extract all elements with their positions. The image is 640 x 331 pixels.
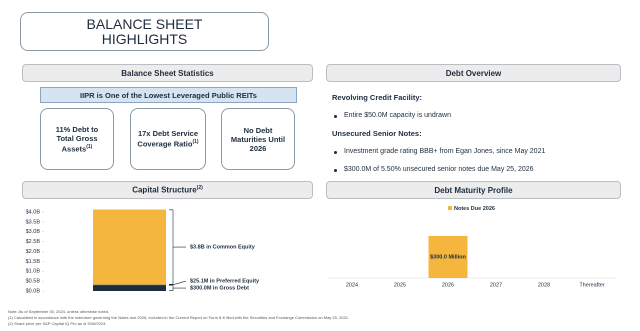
y-tick-label: $1.5B [26, 259, 41, 265]
stat-box: 11% Debt to Total Gross Assets(1) [40, 108, 114, 170]
bullet: Entire $50.0M capacity is undrawn [332, 112, 622, 119]
legend-label: Notes Due 2026 [454, 206, 495, 212]
stat-text: 11% Debt to Total Gross Assets [55, 124, 99, 154]
bracket [169, 280, 187, 286]
title-line: HIGHLIGHTS [101, 30, 188, 47]
chart-heading: Debt Maturity Profile [326, 181, 621, 199]
y-tick-label: $3.0B [26, 229, 41, 235]
y-tick-label: $2.0B [26, 249, 41, 255]
y-tick-label: $4.0B [26, 209, 41, 215]
footnote: Note: As of September 30, 2024, unless o… [8, 309, 110, 314]
bullet: $300.0M of 5.50% unsecured senior notes … [332, 166, 622, 173]
capital-structure-chart: $0.0B $0.5B $1.0B $1.5B $2.0B $2.5B $3.0B $3.5B… [26, 209, 260, 294]
legend-swatch [448, 206, 452, 210]
value-label: $25.1M in Preferred Equity [190, 278, 260, 284]
bar-segment [93, 285, 166, 291]
footnote: (2) Share price per S&P Capital IQ Pro a… [8, 321, 107, 326]
heading-text: Balance Sheet Statistics [121, 68, 214, 78]
y-tick-label: $1.0B [26, 269, 41, 275]
y-tick-label: $2.5B [26, 239, 41, 245]
debt-maturity-chart: Notes Due 2026 2024 2025 2026 $300.0 Million… [328, 206, 616, 288]
chart-title: Debt Maturity Profile [434, 185, 513, 195]
y-tick-label: $0.0B [26, 288, 41, 294]
x-tick-label: 2026 [442, 282, 454, 288]
value-label: $300.0M in Gross Debt [190, 285, 249, 291]
x-tick-label: 2024 [346, 282, 358, 288]
chart-heading: Capital Structure(2) [22, 181, 313, 199]
title-box: BALANCE SHEET HIGHLIGHTS [20, 12, 269, 51]
footnote-ref: (1) [86, 143, 93, 150]
y-tick-label: $3.5B [26, 219, 41, 225]
group-label: Unsecured Senior Notes: [332, 129, 422, 138]
callout-text: IIPR is One of the Lowest Leveraged Publ… [80, 90, 257, 100]
y-tick-label: $0.5B [26, 279, 41, 285]
stat-text: No Debt Maturities Until 2026 [230, 125, 286, 153]
bracket [169, 285, 186, 291]
section-heading: Balance Sheet Statistics [22, 64, 313, 82]
group-label: Revolving Credit Facility: [332, 93, 423, 102]
section-heading: Debt Overview [326, 64, 621, 82]
bar [428, 236, 468, 278]
bracket [169, 209, 186, 285]
x-tick-label: 2027 [490, 282, 502, 288]
stat-text: 17x Debt Service Coverage Ratio [137, 129, 199, 149]
bullet: Investment grade rating BBB+ from Egan J… [332, 148, 622, 155]
bar-segment [93, 209, 166, 285]
x-tick-label: 2028 [538, 282, 550, 288]
value-label: $300.0 Million [430, 254, 466, 260]
heading-text: Debt Overview [445, 68, 502, 78]
x-tick-label: 2025 [394, 282, 406, 288]
stat-box: 17x Debt Service Coverage Ratio(1) [130, 108, 206, 170]
stat-box: No Debt Maturities Until 2026 [221, 108, 295, 170]
value-label: $3.8B in Common Equity [190, 245, 256, 251]
x-tick-label: Thereafter [579, 282, 605, 288]
callout: IIPR is One of the Lowest Leveraged Publ… [40, 87, 297, 103]
footnote-ref: (2) [196, 185, 203, 192]
chart-title: Capital Structure [132, 185, 197, 195]
footnote-ref: (1) [192, 139, 199, 146]
footnote: (1) Calculated in accordance with the in… [8, 315, 350, 320]
title-line: BALANCE SHEET [86, 15, 203, 32]
